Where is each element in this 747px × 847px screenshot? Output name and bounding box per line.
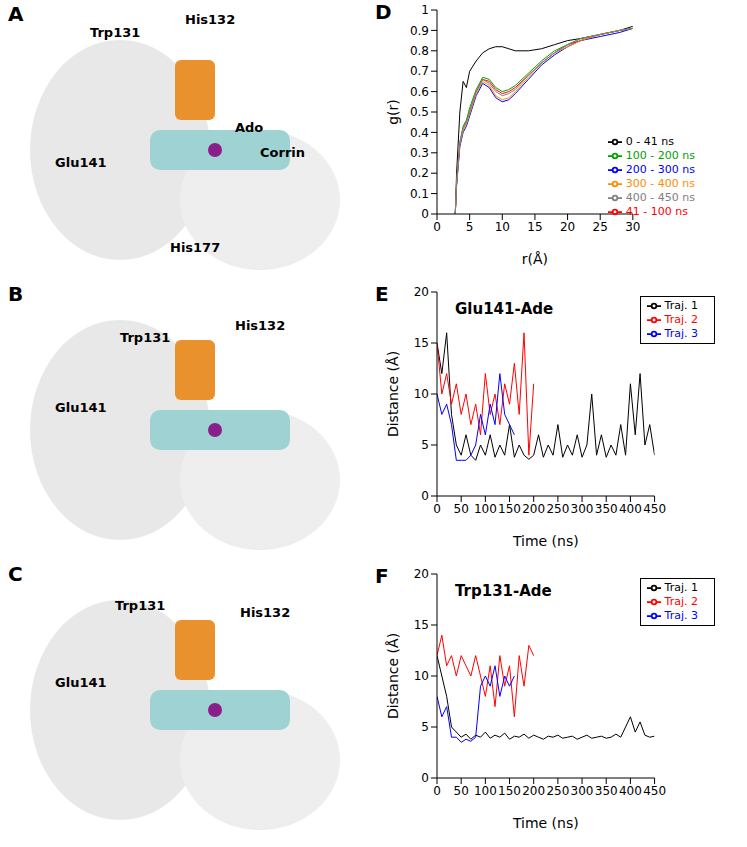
html-text:Glu141: Glu141 [55,400,107,415]
html-text:A: A [8,2,24,26]
svg-text:100: 100 [474,784,497,798]
svg-text:30: 30 [625,220,640,234]
html-text:C: C [8,562,23,586]
svg-text:50: 50 [454,502,469,516]
svg-text:15: 15 [414,618,429,632]
html-text:F: F [375,564,389,588]
svg-text:20: 20 [414,285,429,299]
svg-text:10: 10 [414,387,429,401]
svg-text:0: 0 [433,502,441,516]
html-text:Traj. 1: Traj. 1 [664,299,698,312]
svg-text:0.6: 0.6 [410,85,429,99]
svg-text:20: 20 [560,220,575,234]
html-text:Ado: Ado [235,120,264,135]
svg-text:25: 25 [593,220,608,234]
svg-text:0.9: 0.9 [410,24,429,38]
svg-text:20: 20 [414,567,429,581]
html-text:Trp131: Trp131 [115,598,166,613]
svg-text:300: 300 [571,784,594,798]
svg-text:200: 200 [522,784,545,798]
svg-text:15: 15 [414,336,429,350]
html-text:Trp131: Trp131 [90,25,141,40]
html-text:300 - 400 ns: 300 - 400 ns [625,177,695,190]
html-text:D: D [375,0,392,24]
html-text:Traj. 2: Traj. 2 [664,595,698,608]
svg-text:450: 450 [643,502,666,516]
svg-text:0: 0 [433,784,441,798]
svg-text:350: 350 [595,784,618,798]
svg-text:400: 400 [619,784,642,798]
html-text:Glu141: Glu141 [55,675,107,690]
svg-text:150: 150 [498,784,521,798]
html-text:Traj. 3: Traj. 3 [664,327,698,340]
html-text:400 - 450 ns: 400 - 450 ns [625,191,695,204]
html-text:0 - 41 ns: 0 - 41 ns [625,135,674,148]
html-text:Trp131-Ade: Trp131-Ade [455,582,552,600]
svg-text:350: 350 [595,502,618,516]
svg-text:5: 5 [421,720,429,734]
svg-text:50: 50 [454,784,469,798]
svg-text:10: 10 [414,669,429,683]
svg-text:Distance (Å): Distance (Å) [385,351,401,437]
svg-text:0.5: 0.5 [410,105,429,119]
svg-text:150: 150 [498,502,521,516]
html-text:Trp131: Trp131 [120,330,171,345]
svg-text:15: 15 [527,220,542,234]
html-text:B: B [8,282,24,306]
svg-text:0.1: 0.1 [410,187,429,201]
html-text:His177: His177 [170,240,221,255]
html-text:Glu141: Glu141 [55,155,107,170]
svg-text:400: 400 [619,502,642,516]
svg-text:0.7: 0.7 [410,64,429,78]
svg-text:10: 10 [495,220,510,234]
svg-text:0: 0 [433,220,441,234]
svg-text:Time (ns): Time (ns) [512,815,579,831]
html-text:E: E [375,282,389,306]
svg-text:Time (ns): Time (ns) [512,533,579,549]
svg-text:5: 5 [466,220,474,234]
html-text:His132: His132 [185,12,236,27]
svg-text:250: 250 [546,784,569,798]
html-text:200 - 300 ns: 200 - 300 ns [625,163,695,176]
svg-text:0.8: 0.8 [410,44,429,58]
svg-text:0: 0 [421,207,429,221]
svg-text:Distance (Å): Distance (Å) [385,633,401,719]
svg-text:0: 0 [421,771,429,785]
svg-text:r(Å): r(Å) [522,251,548,267]
svg-text:200: 200 [522,502,545,516]
svg-text:0.3: 0.3 [410,146,429,160]
html-text:41 - 100 ns: 41 - 100 ns [625,205,688,218]
svg-text:g(r): g(r) [385,99,401,125]
html-text:Traj. 1: Traj. 1 [664,581,698,594]
html-text:Glu141-Ade: Glu141-Ade [455,300,554,318]
svg-text:100: 100 [474,502,497,516]
svg-text:300: 300 [571,502,594,516]
svg-text:0.4: 0.4 [410,126,429,140]
html-text:Traj. 2: Traj. 2 [664,313,698,326]
html-text:Corrin: Corrin [260,145,305,160]
svg-text:1: 1 [421,3,429,17]
svg-text:5: 5 [421,438,429,452]
html-text:100 - 200 ns: 100 - 200 ns [625,149,695,162]
svg-text:450: 450 [643,784,666,798]
html-text:His132: His132 [235,318,286,333]
svg-text:0: 0 [421,489,429,503]
html-text:His132: His132 [240,605,291,620]
html-text:Traj. 3: Traj. 3 [664,609,698,622]
svg-text:250: 250 [546,502,569,516]
svg-text:0.2: 0.2 [410,166,429,180]
